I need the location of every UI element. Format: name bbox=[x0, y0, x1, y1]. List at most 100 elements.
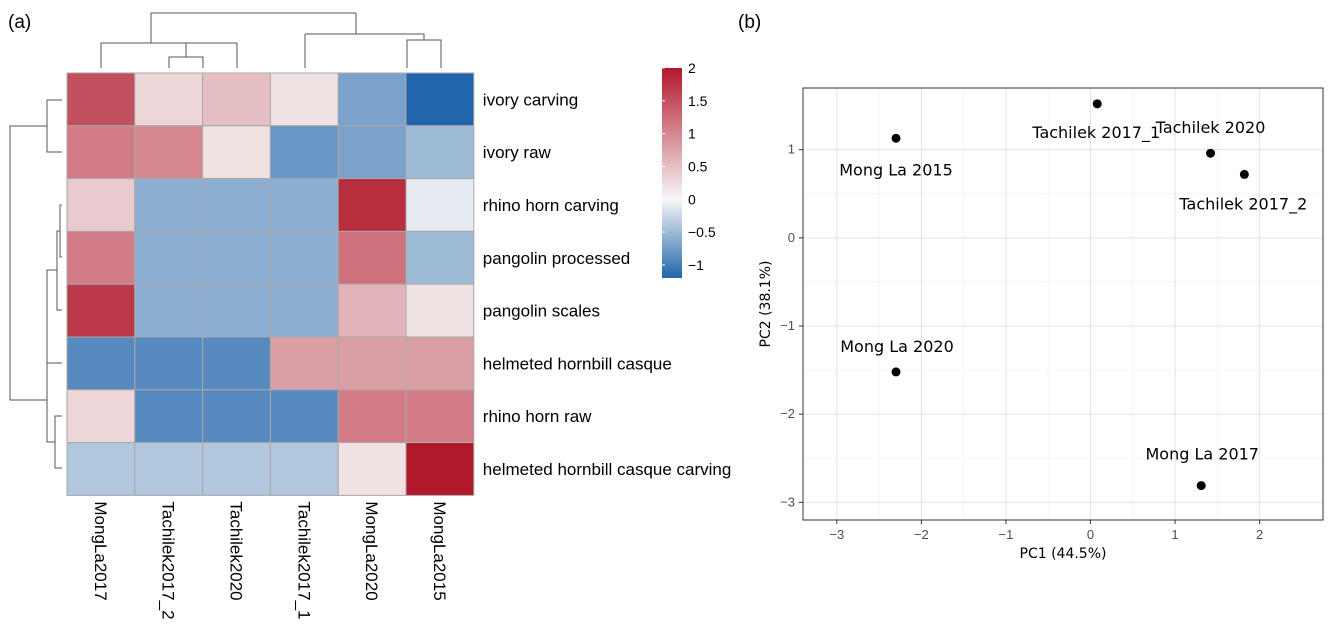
pca-point bbox=[1239, 169, 1249, 179]
colorbar-tick-label: −0.5 bbox=[688, 224, 716, 240]
heatmap-cell bbox=[202, 230, 271, 285]
pca-x-tick-label: −3 bbox=[829, 527, 844, 542]
heatmap-cell bbox=[202, 389, 271, 444]
pca-point bbox=[891, 133, 901, 143]
panel-b-label: (b) bbox=[738, 12, 761, 33]
row-dendrogram-branch bbox=[46, 363, 55, 443]
pca-x-tick-label: −2 bbox=[914, 527, 929, 542]
heatmap-cell bbox=[337, 442, 407, 496]
heatmap-dendrograms bbox=[9, 12, 442, 469]
heatmap-row-label: pangolin scales bbox=[483, 302, 600, 321]
heatmap-cell bbox=[269, 230, 339, 285]
heatmap-cell bbox=[405, 230, 475, 285]
column-dendrogram-branch bbox=[168, 56, 204, 68]
heatmap-cell bbox=[66, 178, 136, 232]
heatmap-cell bbox=[134, 178, 204, 232]
heatmap-cell bbox=[202, 442, 271, 496]
pca-grid bbox=[803, 88, 1323, 520]
row-dendrogram-branch bbox=[46, 99, 62, 153]
row-dendrogram-branch bbox=[9, 125, 47, 401]
colorbar-tick-label: 0.5 bbox=[688, 158, 708, 174]
pca-point bbox=[1092, 99, 1102, 109]
row-dendrogram-branch bbox=[54, 415, 62, 469]
heatmap-cell bbox=[202, 178, 271, 232]
heatmap-cell bbox=[337, 336, 407, 391]
heatmap-row-label: ivory raw bbox=[483, 143, 552, 162]
heatmap-cell bbox=[337, 72, 407, 127]
heatmap-cell bbox=[202, 72, 271, 127]
pca-scatter: −3 −2 −1 0 1 2 1 0 −1 −2 −3 PC1 (44.5%) PC2 (38.1%) M… bbox=[758, 87, 1324, 562]
pca-y-axis-label: PC2 (38.1%) bbox=[758, 261, 774, 348]
heatmap-cell bbox=[66, 72, 136, 127]
heatmap-row-label: helmeted hornbill casque bbox=[483, 354, 672, 373]
heatmap-cell bbox=[134, 230, 204, 285]
pca-x-tick-label: 0 bbox=[1087, 527, 1094, 542]
heatmap-cell bbox=[66, 125, 136, 180]
heatmap-row-label: rhino horn raw bbox=[483, 407, 592, 426]
pca-x-tick-label: 1 bbox=[1171, 527, 1178, 542]
heatmap-cell bbox=[269, 125, 339, 180]
colorbar-tick-label: 1.5 bbox=[688, 93, 708, 109]
heatmap-cell bbox=[134, 72, 204, 127]
heatmap-cell bbox=[405, 389, 475, 444]
heatmap-cell bbox=[134, 389, 204, 444]
row-dendrogram-branch bbox=[46, 269, 62, 364]
pca-y-tick-label: −3 bbox=[780, 494, 795, 509]
heatmap-column-label: MongLa2020 bbox=[362, 501, 381, 600]
pca-point-label: Tachilek 2017_2 bbox=[1178, 194, 1307, 214]
pca-point-label: Mong La 2020 bbox=[840, 337, 954, 356]
colorbar-gradient bbox=[662, 68, 682, 278]
heatmap-cell bbox=[66, 442, 136, 496]
heatmap-column-label: Tachilek2017_2 bbox=[159, 501, 178, 619]
pca-point bbox=[1206, 148, 1216, 158]
heatmap-cell bbox=[66, 283, 136, 338]
heatmap-cell bbox=[202, 283, 271, 338]
column-dendrogram-branch bbox=[100, 42, 237, 68]
heatmap-cell bbox=[269, 336, 339, 391]
colorbar: 2 1.5 1 0.5 0 −0.5 −1 bbox=[662, 60, 716, 278]
pca-y-tick-label: −1 bbox=[780, 318, 795, 333]
heatmap-cell bbox=[134, 442, 204, 496]
heatmap-column-label: Tachilek2020 bbox=[227, 501, 246, 600]
pca-y-tick-label: 1 bbox=[788, 142, 795, 157]
heatmap-cell bbox=[405, 336, 475, 391]
heatmap-cell bbox=[269, 283, 339, 338]
colorbar-tick-label: 0 bbox=[688, 191, 696, 207]
pca-point-label: Mong La 2017 bbox=[1145, 445, 1259, 464]
pca-point bbox=[1196, 481, 1206, 491]
column-dendrogram-branch bbox=[406, 39, 442, 68]
heatmap-cell bbox=[66, 389, 136, 444]
heatmap-cell bbox=[405, 283, 475, 338]
pca-point-label: Tachilek 2020 bbox=[1155, 118, 1266, 137]
panel-a-label: (a) bbox=[8, 12, 31, 33]
column-dendrogram-branch bbox=[150, 12, 356, 43]
pca-point bbox=[891, 367, 901, 377]
heatmap-column-label: MongLa2015 bbox=[430, 501, 449, 600]
heatmap-cell bbox=[269, 442, 339, 496]
heatmap-cell bbox=[269, 389, 339, 444]
heatmap-cell bbox=[269, 178, 339, 232]
heatmap-cell bbox=[337, 178, 407, 232]
row-dendrogram-branch bbox=[59, 204, 62, 258]
heatmap-cell bbox=[405, 178, 475, 232]
heatmap-cell bbox=[202, 336, 271, 391]
heatmap-row-label: helmeted hornbill casque carving bbox=[483, 460, 732, 479]
heatmap-column-label: MongLa2017 bbox=[91, 501, 110, 600]
pca-x-axis-label: PC1 (44.5%) bbox=[1020, 546, 1107, 562]
heatmap-row-label: rhino horn carving bbox=[483, 196, 619, 215]
heatmap-cell bbox=[134, 336, 204, 391]
heatmap bbox=[66, 72, 475, 496]
heatmap-row-label: ivory carving bbox=[483, 90, 578, 109]
heatmap-column-labels: MongLa2017 Tachilek2017_2 Tachilek2020 Tach… bbox=[91, 501, 449, 619]
colorbar-tick-label: −1 bbox=[688, 257, 704, 273]
heatmap-cell bbox=[202, 125, 271, 180]
pca-y-tick-label: 0 bbox=[788, 230, 795, 245]
pca-panel-border bbox=[802, 87, 1324, 521]
heatmap-cell bbox=[337, 125, 407, 180]
heatmap-cell bbox=[66, 230, 136, 285]
heatmap-cell bbox=[337, 230, 407, 285]
heatmap-cell bbox=[269, 72, 339, 127]
pca-point-label: Tachilek 2017_1 bbox=[1031, 123, 1160, 143]
heatmap-cell bbox=[405, 125, 475, 180]
